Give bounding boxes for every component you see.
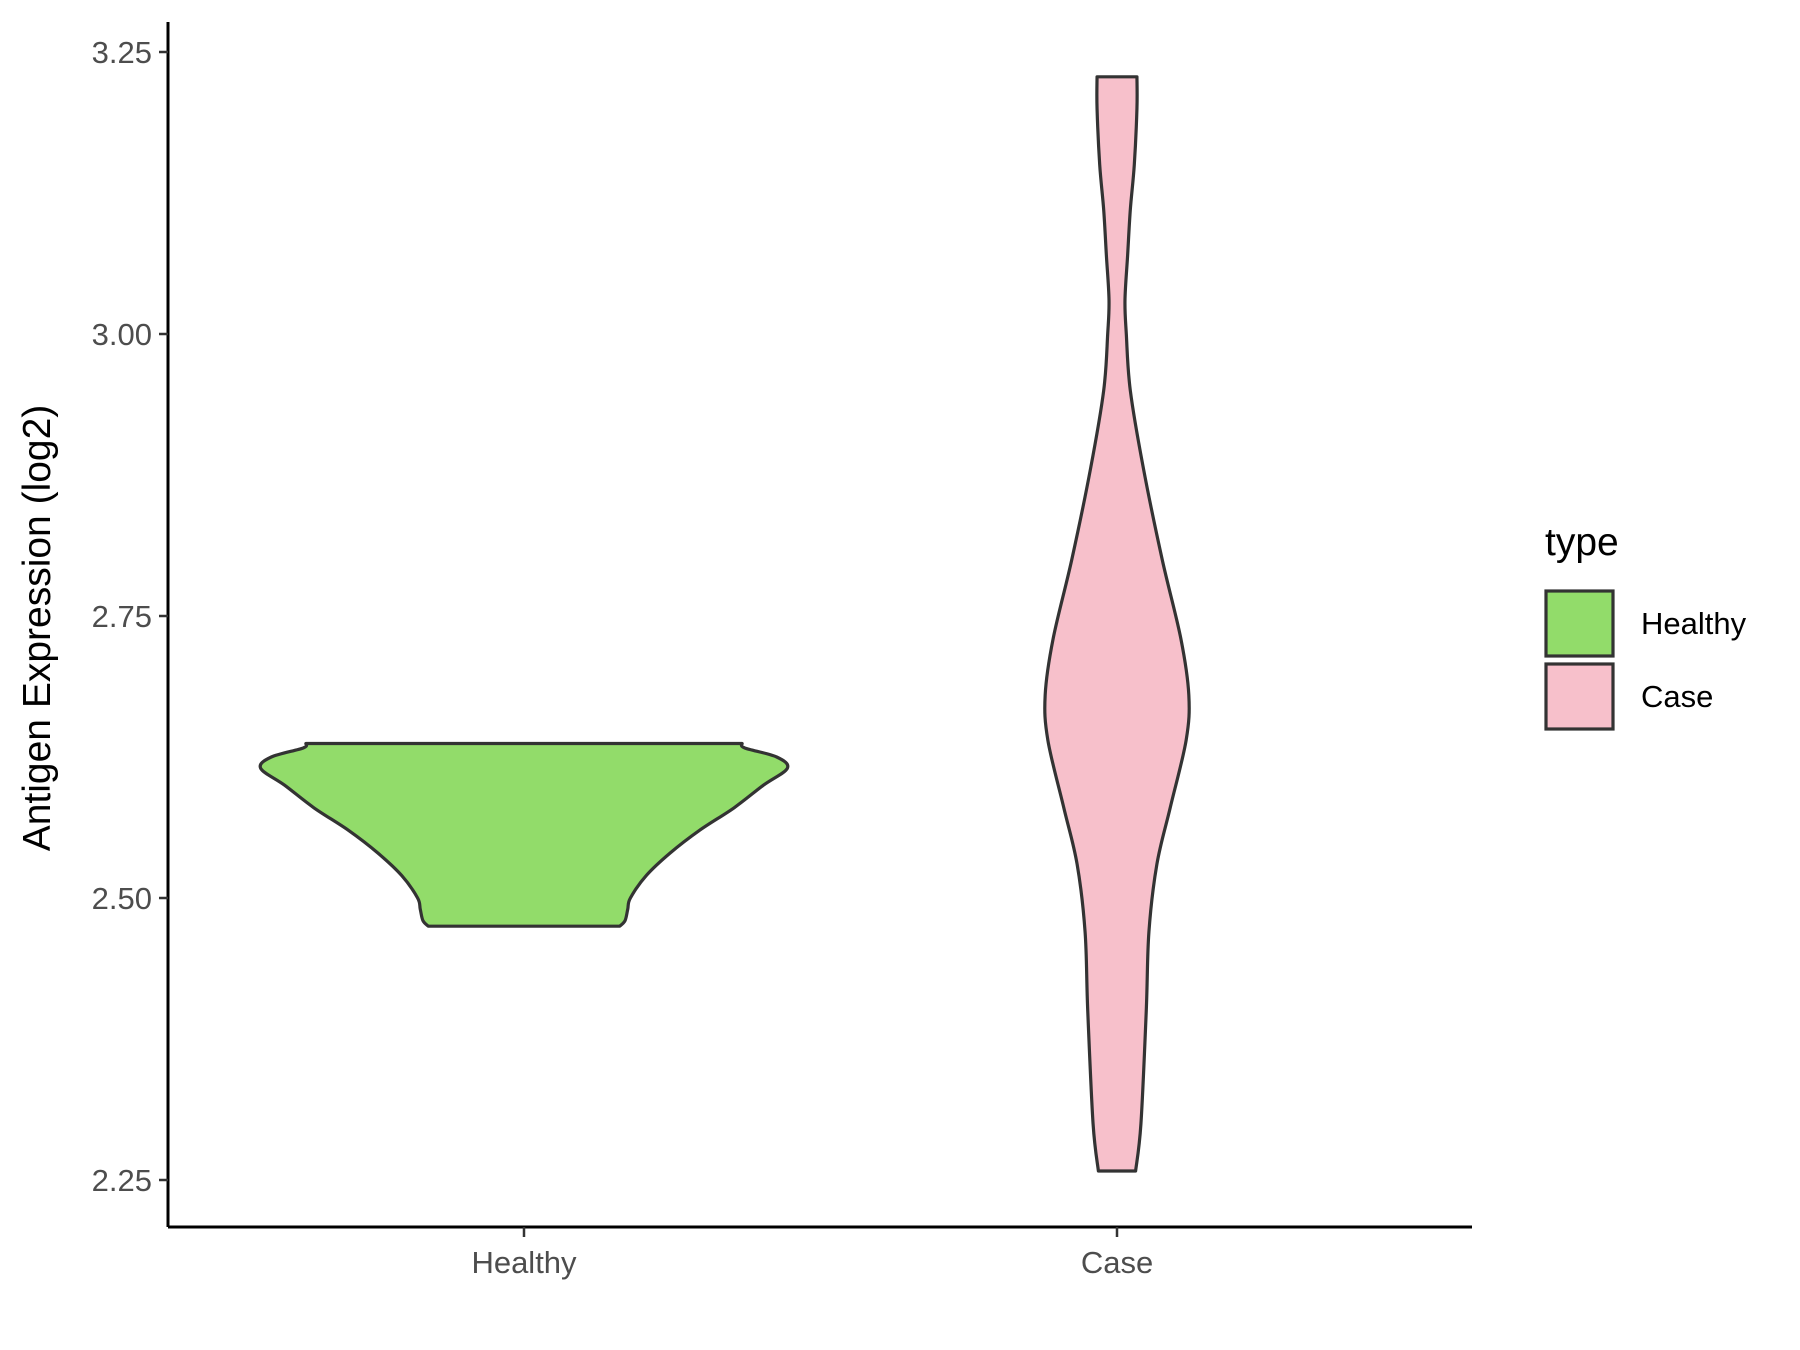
y-tick-label: 3.00: [92, 317, 152, 352]
violin-layer: [258, 75, 1191, 1173]
legend-label-case: Case: [1641, 679, 1713, 714]
y-tick-label: 3.25: [92, 35, 152, 70]
violin-case: [1043, 75, 1191, 1173]
y-tick-label: 2.75: [92, 599, 152, 634]
x-tick-label: Case: [1081, 1245, 1153, 1280]
y-tick-label: 2.50: [92, 881, 152, 916]
legend-label-healthy: Healthy: [1641, 606, 1747, 641]
y-axis-title: Antigen Expression (log2): [16, 405, 59, 852]
axes-layer: [166, 22, 1472, 1229]
legend-key-case: [1544, 662, 1615, 731]
legend-title: type: [1545, 521, 1619, 564]
x-axis-ticks: Healthy Case: [471, 1227, 1153, 1280]
y-axis-ticks: 2.25 2.50 2.75 3.00 3.25: [92, 35, 168, 1198]
x-tick-label: Healthy: [471, 1245, 577, 1280]
y-tick-label: 2.25: [92, 1163, 152, 1198]
legend-key-healthy: [1544, 589, 1615, 658]
violin-healthy: [258, 741, 790, 928]
legend: type Healthy Case: [1544, 521, 1747, 731]
